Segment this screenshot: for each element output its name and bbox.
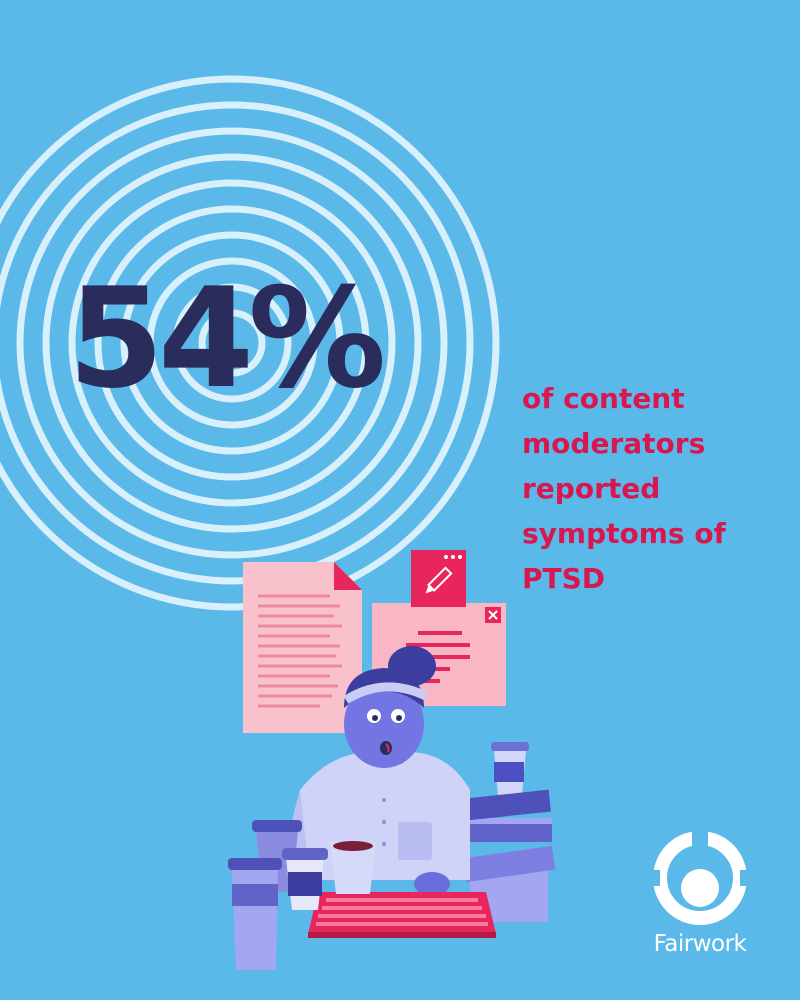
concentric-rings: [0, 75, 500, 611]
caption-line: reported: [522, 472, 661, 505]
coffee-cup-icon: [282, 848, 328, 910]
caption-line: PTSD: [522, 562, 606, 595]
headline-stat: 54%: [68, 258, 386, 419]
keyboard-icon: [308, 892, 496, 938]
close-icon: [488, 610, 498, 620]
coffee-cup-icon: [330, 841, 376, 894]
headline-caption: of content moderators reported symptoms …: [522, 376, 792, 601]
coffee-cup-icon: [491, 742, 529, 796]
caption-line: symptoms of: [522, 517, 726, 550]
coffee-cup-icon: [228, 858, 282, 970]
brand-name: Fairwork: [653, 931, 747, 957]
document-icon: [243, 562, 362, 733]
fairwork-logo: [648, 830, 752, 925]
pencil-icon: [425, 566, 453, 594]
caption-line: moderators: [522, 427, 706, 460]
caption-line: of content: [522, 382, 685, 415]
